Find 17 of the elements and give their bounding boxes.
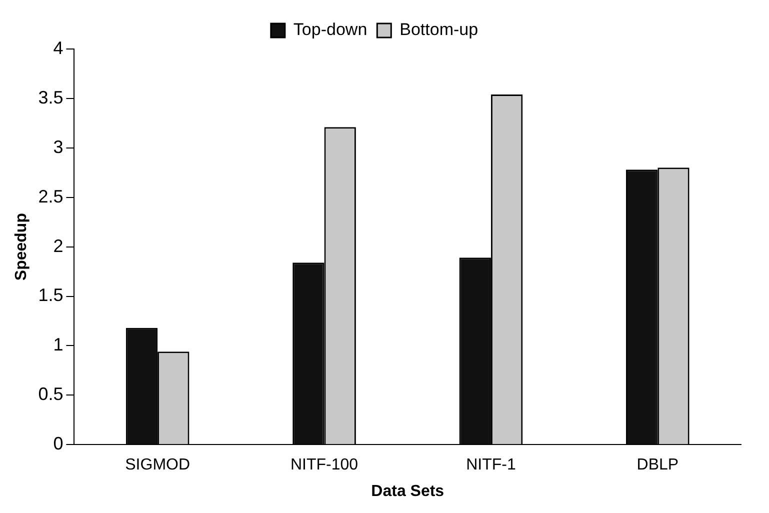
y-tick-label: 3: [53, 136, 64, 157]
legend-label: Bottom-up: [400, 20, 478, 40]
x-tick-label: DBLP: [636, 456, 679, 474]
y-tick-label: 0.5: [38, 384, 64, 404]
y-tick-label: 1: [53, 334, 64, 355]
y-tick-label: 1.5: [38, 285, 64, 306]
y-tick-label: 4: [53, 38, 64, 58]
x-tick-label: SIGMOD: [125, 456, 190, 474]
x-axis-title: Data Sets: [371, 482, 444, 500]
x-tick-label: NITF-100: [290, 456, 358, 474]
y-tick-label: 3.5: [38, 87, 64, 108]
y-axis-title: Speedup: [13, 212, 30, 281]
y-tick-label: 2: [53, 236, 64, 256]
y-tick-label: 2.5: [38, 186, 64, 206]
legend-label: Top-down: [293, 20, 368, 40]
x-tick-label: NITF-1: [466, 456, 516, 474]
y-tick-label: 0: [53, 434, 64, 454]
